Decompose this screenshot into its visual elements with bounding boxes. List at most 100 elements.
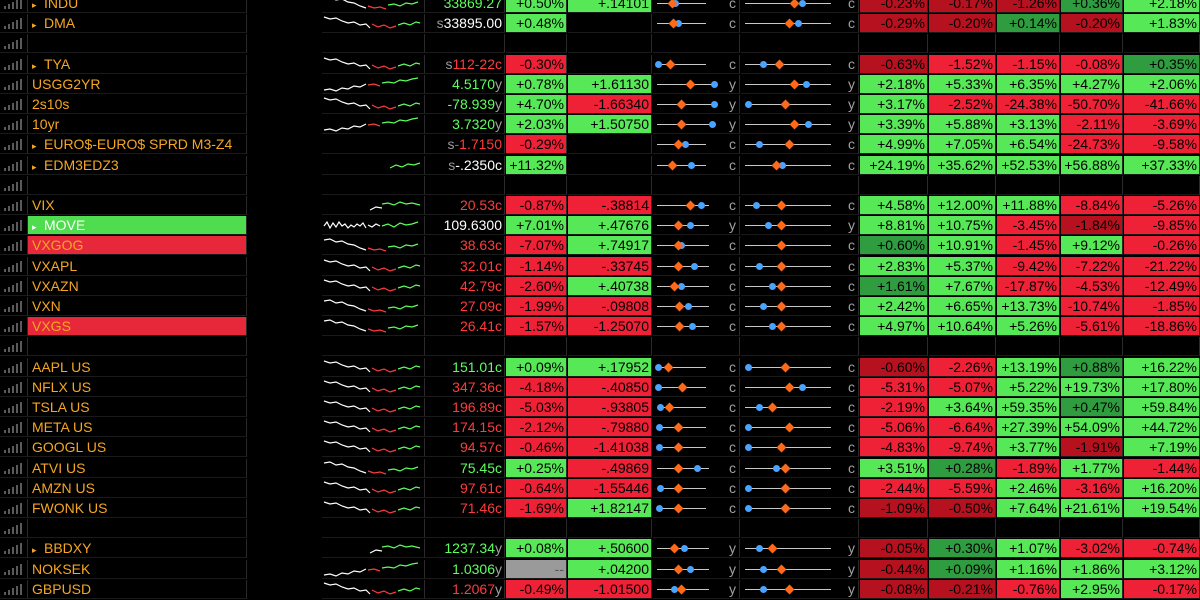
table-row[interactable]: NOKSEK 1.0306y -- +.04200 y y -0.44% +0.09% +1.1…	[0, 559, 1200, 580]
expand-triangle-icon[interactable]: ▸	[32, 141, 37, 152]
ticker-label: VXGOG	[32, 237, 84, 254]
sparkline-cell	[322, 398, 425, 417]
table-row[interactable]: AMZN US 97.61c -0.64% -1.55446 c c -2.44% -5.59…	[0, 478, 1200, 499]
period-range-bar-line	[745, 225, 831, 227]
ticker-name-cell[interactable]: FWONK US	[28, 499, 247, 518]
day-range-bar-suffix: y	[729, 96, 736, 112]
ticker-name-cell[interactable]: NOKSEK	[28, 559, 247, 579]
table-row[interactable]: ▸ MOVE 109.6300 +7.01% +.47676 y y +8.81% +10.75…	[0, 216, 1200, 236]
expand-triangle-icon[interactable]: ▸	[32, 20, 37, 31]
table-row[interactable]: FWONK US 71.46c -1.69% +1.82147 c c -1.09% -0.5…	[0, 499, 1200, 519]
table-row[interactable]: TSLA US 196.89c -5.03% -.93805 c c -2.19% +3.64…	[0, 398, 1200, 418]
empty-cell	[741, 519, 859, 539]
period-return-cell: +1.61%	[860, 276, 928, 296]
empty-cell	[929, 519, 996, 539]
ticker-name-cell[interactable]: ATVI US	[28, 458, 247, 478]
ticker-name-cell[interactable]: VXGOG	[28, 236, 247, 256]
table-row[interactable]: ▸ EURO$-EURO$ SPRD M3-Z4 s-1.7150 -0.29% c c +…	[0, 135, 1200, 155]
table-row[interactable]: VXAPL 32.01c -1.14% -.33745 c c +2.83% +5.37% -9…	[0, 256, 1200, 277]
ticker-name-cell[interactable]: AAPL US	[28, 357, 247, 377]
period-return-cell: +4.99%	[860, 135, 928, 155]
table-row[interactable]: ▸ DMA s33895.00 +0.48% c c -0.29% -0.20% +0.14% -…	[0, 14, 1200, 34]
period-range-bar-line	[745, 124, 831, 126]
table-row[interactable]: VXAZN 42.79c -2.60% +.40738 c c +1.61% +7.67% -1…	[0, 276, 1200, 297]
ticker-name-cell[interactable]: GOOGL US	[28, 438, 247, 458]
period-return-cell: +59.35%	[997, 398, 1060, 417]
ticker-name-cell[interactable]: NFLX US	[28, 377, 247, 397]
table-row[interactable]: VXN 27.09c -1.99% -.09808 c c +2.42% +6.65% +13.…	[0, 297, 1200, 317]
table-row[interactable]: NFLX US 347.36c -4.18% -.40850 c c -5.31% -5.07…	[0, 377, 1200, 398]
table-row[interactable]: VXGS 26.41c -1.57% -1.25070 c c +4.97% +10.64% +…	[0, 317, 1200, 337]
period-return-cell: -1.89%	[997, 458, 1060, 478]
range-current-diamond	[667, 0, 678, 9]
signal-strength-icon	[0, 135, 28, 155]
period-return-cell: -3.02%	[1061, 539, 1123, 559]
period-range-bar-suffix: y	[848, 116, 855, 133]
ticker-name-cell[interactable]: 10yr	[28, 115, 247, 135]
period-return-cell: +2.46%	[997, 478, 1060, 498]
ticker-name-cell[interactable]: ▸ DMA	[28, 14, 247, 34]
sparkline-cell	[322, 155, 425, 175]
ticker-name-cell[interactable]: ▸ EURO$-EURO$ SPRD M3-Z4	[28, 135, 247, 155]
period-return-cell: +6.35%	[997, 74, 1060, 94]
ticker-name-cell[interactable]: USGG2YR	[28, 74, 247, 94]
ticker-name-cell[interactable]: VXAZN	[28, 276, 247, 296]
table-row[interactable]: GBPUSD 1.2067y -0.49% -1.01500 y y -0.08% -0.21…	[0, 579, 1200, 600]
ticker-name-cell[interactable]: 2s10s	[28, 95, 247, 114]
ticker-name-cell[interactable]: TSLA US	[28, 398, 247, 417]
ticker-name-cell[interactable]: AMZN US	[28, 478, 247, 498]
period-return-cell: +7.19%	[1124, 438, 1200, 458]
sparkline-cell	[322, 458, 425, 478]
expand-triangle-icon[interactable]: ▸	[32, 60, 37, 71]
table-row[interactable]: 2s10s -78.939y +4.70% -1.66340 y y +3.17% -2.52…	[0, 95, 1200, 115]
period-return-cell: +10.91%	[929, 236, 996, 256]
table-row[interactable]: VIX 20.53c -0.87% -.38814 c c +4.58% +12.00% +11…	[0, 196, 1200, 216]
net-change-cell: -.93805	[568, 398, 652, 417]
expand-triangle-icon[interactable]: ▸	[32, 222, 37, 233]
ticker-name-cell[interactable]: GBPUSD	[28, 579, 247, 599]
last-price-cell: s33895.00	[425, 14, 505, 34]
ticker-name-cell[interactable]: META US	[28, 418, 247, 438]
period-return-cell: +21.61%	[1061, 499, 1123, 518]
ticker-name-cell[interactable]: ▸ MOVE	[28, 216, 247, 236]
table-row[interactable]: VXGOG 38.63c -7.07% +.74917 c c +0.60% +10.91% -…	[0, 236, 1200, 256]
period-return-cell: -7.22%	[1061, 256, 1123, 276]
ticker-name-cell[interactable]: VXAPL	[28, 256, 247, 276]
signal-strength-icon	[0, 398, 28, 417]
ticker-label: 2s10s	[32, 96, 70, 112]
ticker-name-cell[interactable]: VXGS	[28, 317, 247, 337]
range-current-diamond	[789, 79, 800, 90]
expand-triangle-icon[interactable]: ▸	[32, 0, 37, 10]
day-range-bar-line	[657, 164, 706, 166]
period-return-cell: -0.44%	[860, 559, 928, 579]
period-range-bar-suffix: c	[848, 378, 855, 395]
empty-cell	[322, 34, 425, 54]
empty-cell	[860, 34, 928, 54]
table-row[interactable]: META US 174.15c -2.12% -.79880 c c -5.06% -6.64…	[0, 418, 1200, 438]
last-price-suffix: y	[495, 75, 502, 92]
period-range-bar: y	[741, 216, 859, 236]
ticker-name-cell[interactable]: VIX	[28, 196, 247, 215]
table-row[interactable]: 10yr 3.7320y +2.03% +1.50750 y y +3.39% +5.88% +…	[0, 115, 1200, 135]
table-row[interactable]: AAPL US 151.01c +0.09% +.17952 c c -0.60% -2.26…	[0, 357, 1200, 378]
table-row[interactable]: ATVI US 75.45c +0.25% -.49869 c c +3.51% +0.28%…	[0, 458, 1200, 479]
table-row[interactable]: ▸ EDM3EDZ3 s-.2350c +11.32% c c +24.19% +35.62%…	[0, 155, 1200, 176]
expand-triangle-icon[interactable]: ▸	[32, 161, 37, 172]
ticker-name-cell[interactable]: VXN	[28, 297, 247, 316]
table-row[interactable]: ▸ TYA s112-22c -0.30% c c -0.63% -1.52% -1.15% -0…	[0, 54, 1200, 75]
range-current-diamond	[673, 442, 684, 453]
table-row[interactable]: ▸ BBDXY 1237.34y +0.08% +.50600 y y -0.05% +0.30…	[0, 539, 1200, 559]
ticker-name-cell[interactable]: ▸ TYA	[28, 54, 247, 74]
net-change-cell: -1.01500	[568, 579, 652, 599]
pct-change-cell: -4.18%	[506, 377, 567, 397]
day-range-bar: c	[653, 458, 740, 478]
ticker-name-cell[interactable]: ▸ EDM3EDZ3	[28, 155, 247, 175]
expand-triangle-icon[interactable]: ▸	[32, 545, 37, 556]
table-row[interactable]: GOOGL US 94.57c -0.46% -1.41038 c c -4.83% -9.7…	[0, 438, 1200, 458]
sparkline-chart	[323, 97, 421, 110]
empty-cell	[653, 519, 740, 539]
ticker-name-cell[interactable]: ▸ INDU	[28, 0, 247, 13]
ticker-name-cell[interactable]: ▸ BBDXY	[28, 539, 247, 559]
table-row[interactable]: USGG2YR 4.5170y +0.78% +1.61130 y y +2.18% +5.3…	[0, 74, 1200, 95]
table-row[interactable]: ▸ INDU 33869.27 +0.50% +.14101 c c -0.23% -0.17%…	[0, 0, 1200, 14]
